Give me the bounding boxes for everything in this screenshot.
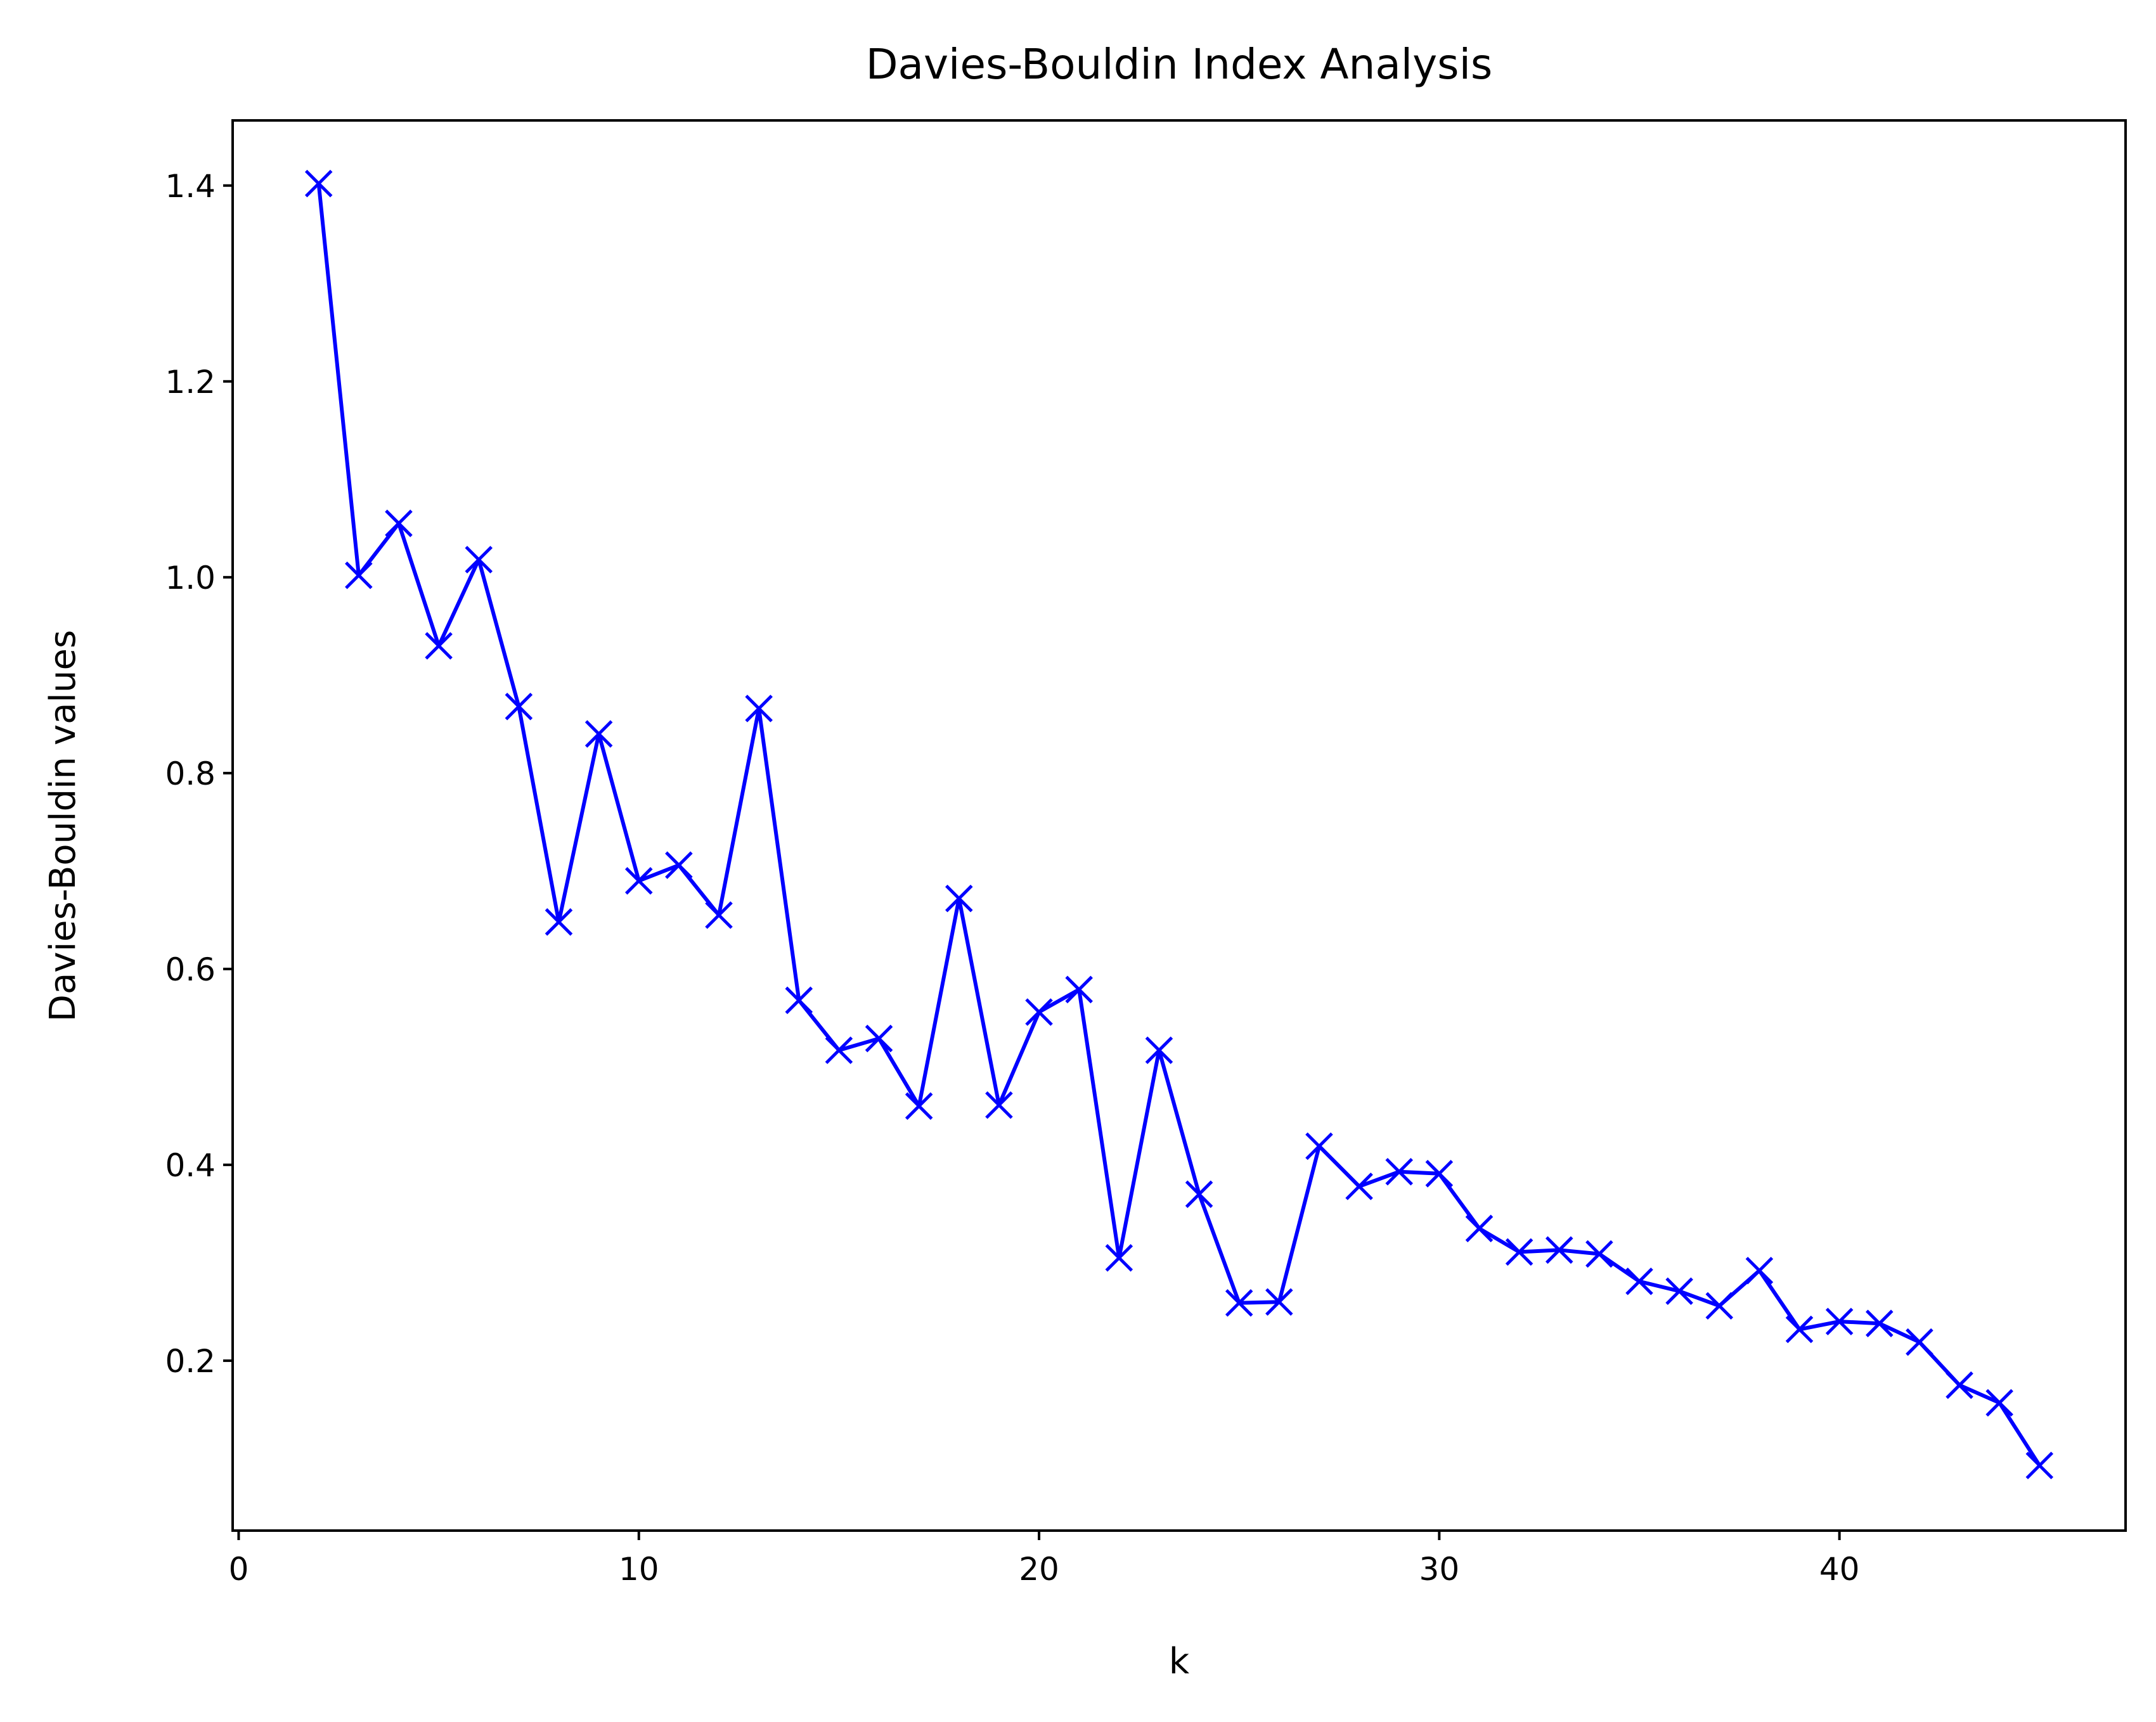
- data-point-marker: [624, 867, 653, 895]
- x-tick-label: 40: [1819, 1551, 1860, 1588]
- data-point-marker: [1145, 1036, 1173, 1064]
- x-tick-label: 30: [1419, 1551, 1460, 1588]
- data-point-marker: [1025, 998, 1053, 1026]
- data-point-marker: [985, 1091, 1013, 1119]
- data-point-marker: [1825, 1308, 1854, 1335]
- data-point-marker: [865, 1024, 893, 1053]
- data-point-marker: [1545, 1236, 1573, 1264]
- data-point-marker: [505, 692, 533, 721]
- data-point-marker: [1385, 1157, 1413, 1186]
- data-point-marker: [905, 1092, 933, 1120]
- data-point-marker: [1305, 1132, 1333, 1160]
- y-axis-title: Davies-Bouldin values: [42, 630, 84, 1022]
- data-point-marker: [345, 561, 373, 589]
- data-point-marker: [1946, 1371, 1973, 1399]
- data-point-marker: [1265, 1288, 1293, 1316]
- data-point-marker: [465, 546, 493, 574]
- y-tick-label: 0.2: [165, 1343, 216, 1380]
- y-tick-label: 1.0: [165, 560, 216, 596]
- data-point-marker: [825, 1036, 853, 1064]
- x-tick-label: 20: [1019, 1551, 1059, 1588]
- y-tick-label: 0.6: [165, 951, 216, 988]
- data-point-marker: [584, 720, 613, 748]
- y-axis-ticks: 0.2 0.4 0.6 0.8 1.0 1.2 1.4: [165, 168, 233, 1380]
- x-tick-label: 0: [229, 1551, 249, 1588]
- data-point-marker: [425, 632, 453, 660]
- data-point-marker: [1465, 1214, 1494, 1243]
- data-point-marker: [1225, 1288, 1253, 1317]
- data-point-marker: [785, 986, 813, 1015]
- data-point-marker: [1425, 1160, 1454, 1188]
- data-point-marker: [2025, 1451, 2054, 1480]
- data-point-marker: [1625, 1267, 1653, 1295]
- x-tick-label: 10: [619, 1551, 659, 1588]
- x-axis-title: k: [1169, 1641, 1190, 1682]
- data-point-marker: [385, 510, 413, 537]
- data-point-marker: [1745, 1256, 1774, 1285]
- data-point-marker: [1705, 1292, 1734, 1320]
- data-point-marker: [1585, 1240, 1613, 1268]
- data-point-marker: [1985, 1389, 2013, 1417]
- y-tick-label: 1.2: [165, 364, 216, 401]
- plot-area-frame: [231, 119, 2127, 1532]
- data-point-marker: [1505, 1238, 1533, 1266]
- data-point-marker: [1865, 1309, 1894, 1337]
- data-point-marker: [304, 169, 333, 198]
- data-point-marker: [545, 908, 573, 936]
- data-point-marker: [1906, 1328, 1933, 1356]
- y-tick-label: 0.8: [165, 755, 216, 792]
- data-point-marker: [705, 901, 733, 929]
- x-axis-ticks: 0 10 20 30 40: [229, 1531, 1860, 1588]
- data-point-marker: [945, 884, 973, 913]
- data-point-marker: [1785, 1315, 1814, 1344]
- series-layer: [304, 169, 2054, 1480]
- data-point-marker: [1345, 1173, 1373, 1200]
- data-point-marker: [665, 851, 693, 879]
- y-tick-label: 1.4: [165, 168, 216, 205]
- data-point-marker: [1065, 975, 1093, 1004]
- data-point-marker: [745, 695, 773, 723]
- y-tick-label: 0.4: [165, 1147, 216, 1184]
- chart-title: Davies-Bouldin Index Analysis: [866, 40, 1493, 89]
- data-point-marker: [1105, 1243, 1133, 1272]
- data-point-marker: [1665, 1277, 1693, 1305]
- data-point-marker: [1185, 1180, 1213, 1209]
